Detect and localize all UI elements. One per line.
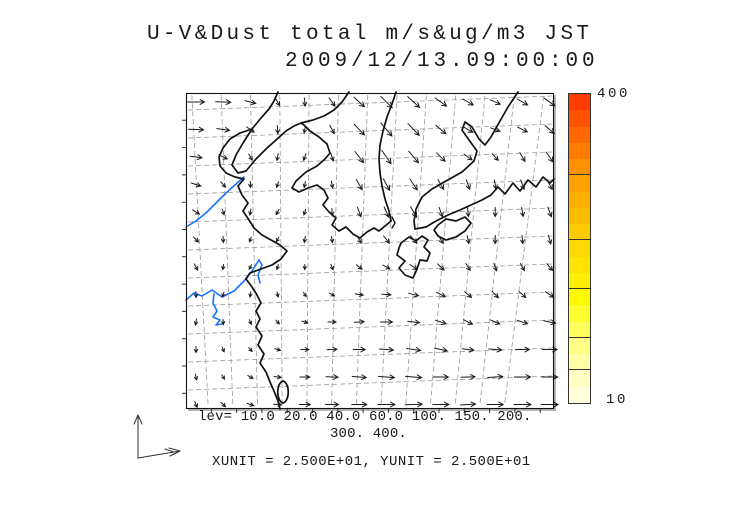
vector-scale-legend xyxy=(133,414,181,459)
y-axis-arrow xyxy=(133,414,143,459)
colorbar-segment xyxy=(569,142,590,159)
colorbar-segment xyxy=(569,94,590,111)
graticule-parallel xyxy=(188,291,552,307)
colorbar-min-label: 10 xyxy=(606,392,629,408)
graticule-layer xyxy=(188,95,552,407)
map-panel xyxy=(182,91,560,413)
graticule-meridian xyxy=(405,95,427,407)
graticule-parallel xyxy=(188,319,552,335)
graticule-meridian xyxy=(191,95,209,407)
frame-tick-layer xyxy=(182,119,541,413)
colorbar-tick-line xyxy=(569,288,590,290)
graticule-meridian xyxy=(250,95,258,407)
colorbar-segment xyxy=(569,159,590,176)
colorbar-segment xyxy=(569,337,590,354)
graticule-meridian xyxy=(331,95,339,407)
graticule-meridian xyxy=(380,95,398,407)
colorbar-segment xyxy=(569,289,590,306)
graticule-parallel xyxy=(188,123,552,139)
graticule-parallel xyxy=(188,347,552,363)
coast-tsushima xyxy=(391,216,396,229)
graticule-parallel xyxy=(188,263,552,279)
colorbar-segment xyxy=(569,321,590,338)
graticule-parallel xyxy=(188,95,552,111)
colorbar-segment xyxy=(569,386,590,403)
coast-liaodong-peninsula xyxy=(231,91,302,174)
frame-ticks xyxy=(182,119,541,413)
river-yellow xyxy=(185,259,263,301)
graticule-parallel xyxy=(188,179,552,195)
coast-honshu xyxy=(413,91,555,230)
colorbar-segment xyxy=(569,272,590,289)
graticule-parallel xyxy=(188,151,552,167)
colorbar-segment xyxy=(569,191,590,208)
colorbar xyxy=(568,93,591,404)
coast-korea-east xyxy=(378,91,397,222)
colorbar-segment xyxy=(569,175,590,192)
colorbar-segment xyxy=(569,224,590,241)
colorbar-segment xyxy=(569,370,590,387)
graticule-meridian xyxy=(504,96,544,406)
wind-vectors xyxy=(187,95,560,409)
graticule-meridian xyxy=(355,95,369,407)
graticule-parallel xyxy=(188,235,552,251)
colorbar-segment xyxy=(569,126,590,143)
graticule-meridian xyxy=(429,95,457,407)
contour-levels-line1: lev= 10.0 20.0 40.0 60.0 100. 150. 200. xyxy=(198,409,532,425)
colorbar-tick-line xyxy=(569,239,590,241)
river-liao xyxy=(185,176,245,228)
contour-levels-line2: 300. 400. xyxy=(330,426,407,442)
graticule-meridian xyxy=(454,95,486,407)
coastline-layer xyxy=(218,91,555,410)
colorbar-segment xyxy=(569,305,590,322)
graticule-meridian xyxy=(479,95,515,407)
colorbar-tick-line xyxy=(569,336,590,338)
chart-title: U-V&Dust total m/s&ug/m3 JST xyxy=(147,23,593,46)
coast-manchuria xyxy=(300,91,350,124)
graticule-meridian xyxy=(279,95,283,407)
map-frame xyxy=(185,92,555,410)
graticule-meridian xyxy=(306,95,310,407)
colorbar-segment xyxy=(569,110,590,127)
graticule-parallel xyxy=(188,375,552,391)
colorbar-segment xyxy=(569,256,590,273)
colorbar-tick-line xyxy=(569,369,590,371)
colorbar-max-label: 400 xyxy=(597,86,631,102)
river-layer xyxy=(185,176,263,326)
coast-shikoku xyxy=(433,216,472,241)
colorbar-tick-line xyxy=(569,174,590,176)
colorbar-segment xyxy=(569,240,590,257)
coast-china-bohai xyxy=(218,128,288,410)
x-axis-arrow xyxy=(137,447,181,459)
river-yellow-delta xyxy=(212,293,223,326)
xunit-yunit-label: XUNIT = 2.500E+01, YUNIT = 2.500E+01 xyxy=(212,454,531,470)
chart-subtitle-datetime: 2009/12/13.09:00:00 xyxy=(285,50,599,73)
colorbar-segment xyxy=(569,354,590,371)
coast-kyushu xyxy=(396,235,431,279)
coast-korea-west-south xyxy=(291,122,392,239)
colorbar-segment xyxy=(569,207,590,224)
coast-china-island xyxy=(276,380,290,404)
wind-vector-layer xyxy=(187,95,560,409)
